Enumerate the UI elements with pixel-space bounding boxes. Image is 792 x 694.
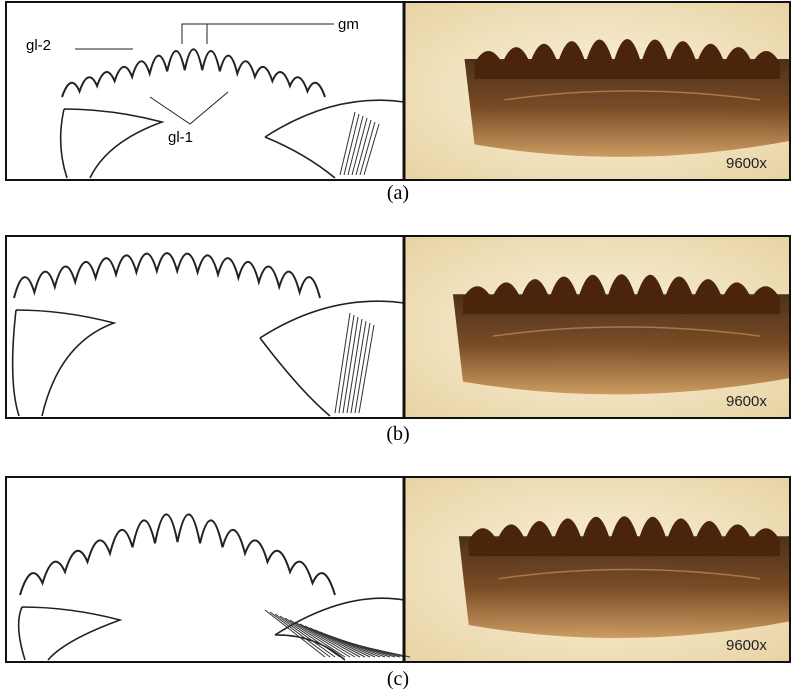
tooth-row — [14, 253, 320, 298]
hatch — [356, 120, 371, 175]
left-lobe — [13, 310, 114, 416]
magnification: 9600x — [726, 637, 767, 654]
panel: 9600x (b) — [6, 236, 790, 445]
hatch — [355, 323, 370, 413]
hatch — [360, 122, 375, 175]
hatch — [347, 319, 362, 413]
annotation: gl-2 — [26, 37, 51, 54]
left-lobe — [19, 607, 120, 660]
hatch — [265, 610, 325, 657]
hatch — [364, 124, 379, 175]
hatch — [285, 618, 345, 657]
hatch — [290, 620, 350, 657]
hatch — [359, 325, 374, 413]
hatch — [348, 116, 363, 175]
tooth-row — [20, 514, 335, 595]
annotation: gl-1 — [168, 129, 193, 146]
leader — [150, 92, 228, 124]
right-lobe — [265, 100, 404, 178]
hatch — [295, 622, 355, 657]
hatch — [343, 317, 358, 413]
magnification: 9600x — [726, 155, 767, 172]
hatch — [351, 321, 366, 413]
left-lobe — [61, 109, 162, 178]
hatch — [352, 118, 367, 175]
panel: 9600x (c) — [6, 477, 790, 690]
hatch — [335, 313, 350, 413]
annotation: gm — [338, 16, 359, 33]
figure: 9600x (a) gl-2 gm gl-1 9600x (b) 9600x (c) — [0, 0, 792, 694]
hatch — [340, 112, 355, 175]
tooth-row — [62, 49, 325, 97]
leader — [182, 24, 334, 44]
panel-label: (a) — [387, 182, 409, 204]
magnification: 9600x — [726, 393, 767, 410]
panel: 9600x (a) gl-2 gm gl-1 — [6, 2, 790, 204]
hatch — [339, 315, 354, 413]
right-lobe — [260, 301, 404, 416]
panel-label: (b) — [386, 423, 409, 445]
hatch — [344, 114, 359, 175]
panel-label: (c) — [387, 668, 409, 690]
